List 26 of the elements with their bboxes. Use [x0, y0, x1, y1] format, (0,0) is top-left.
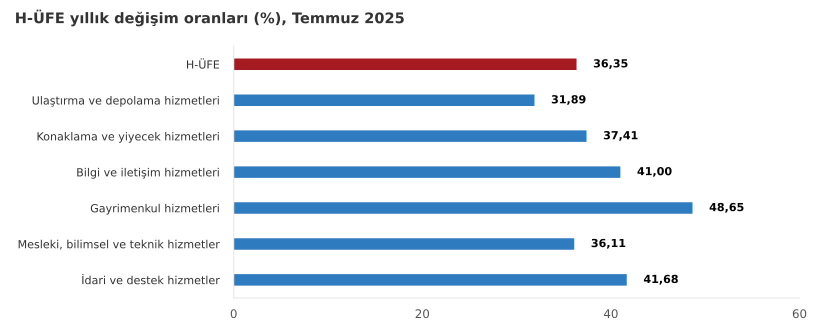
- data-label: 48,65: [710, 202, 744, 213]
- data-label: 41,68: [644, 274, 678, 285]
- chart-title: H-ÜFE yıllık değişim oranları (%), Temmuz 2025: [16, 10, 404, 26]
- x-tick-label: 60: [792, 309, 806, 318]
- bar: [234, 130, 586, 142]
- bar: [234, 94, 534, 106]
- data-label: 36,35: [594, 59, 628, 69]
- bar: [234, 166, 620, 178]
- x-tick-label: 20: [416, 309, 430, 318]
- y-tick-label: Ulaştırma ve depolama hizmetleri: [32, 96, 219, 107]
- data-label: 31,89: [552, 95, 586, 105]
- bar: [234, 274, 627, 286]
- bar: [234, 238, 574, 250]
- bar: [234, 58, 576, 70]
- data-label: 37,41: [604, 131, 638, 141]
- x-tick-label: 40: [604, 309, 618, 318]
- y-tick-label: Bilgi ve iletişim hizmetleri: [77, 168, 219, 179]
- y-tick-label: Mesleki, bilimsel ve teknik hizmetler: [18, 240, 220, 250]
- data-label: 36,11: [592, 238, 626, 249]
- y-tick-label: Konaklama ve yiyecek hizmetleri: [38, 132, 219, 143]
- y-tick-label: İdari ve destek hizmetler: [82, 274, 220, 284]
- data-label: 41,00: [637, 166, 672, 177]
- y-tick-label: Gayrimenkul hizmetleri: [90, 204, 219, 215]
- x-tick-label: 0: [230, 309, 237, 318]
- y-tick-label: H-ÜFE: [186, 58, 220, 69]
- bar: [234, 202, 692, 214]
